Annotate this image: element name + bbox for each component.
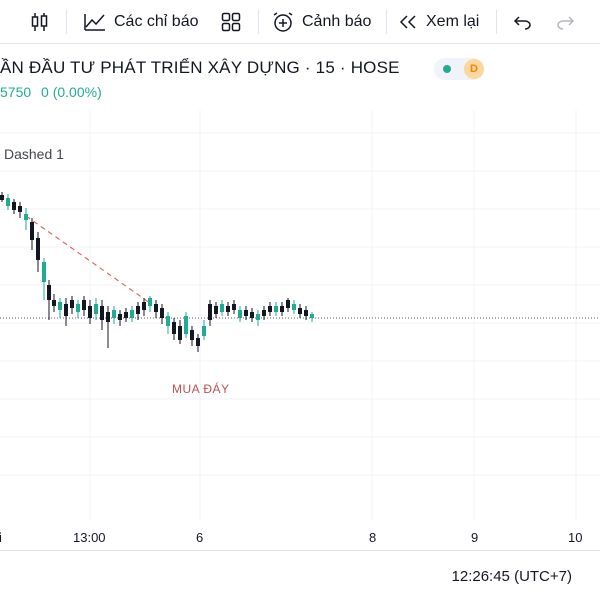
alerts-label: Cảnh báo [302, 13, 372, 30]
candle-body [47, 285, 51, 300]
rewind-icon [398, 14, 418, 30]
redo-icon [556, 14, 576, 30]
candle-body [208, 304, 212, 320]
candle-body [304, 310, 308, 316]
time-label: 6 [196, 530, 204, 545]
top-toolbar: Các chỉ báo Cảnh báo Xem lại [0, 0, 600, 44]
market-open-dot [443, 65, 451, 73]
bottom-bar: 12:26:45 (UTC+7) [0, 550, 600, 600]
candle-body [172, 322, 176, 334]
candle-body [106, 312, 110, 322]
candle-body [94, 304, 98, 314]
candle-body [36, 238, 40, 260]
time-label: 8 [369, 530, 377, 545]
candle-body [130, 310, 134, 318]
candle-body [70, 300, 74, 308]
candle-body [52, 300, 56, 306]
replay-label: Xem lại [426, 13, 480, 30]
market-status-badge[interactable]: D [434, 58, 484, 80]
candle-body [298, 308, 302, 314]
candle-body [262, 310, 266, 316]
data-badge: D [464, 59, 484, 79]
candle-body [148, 298, 152, 306]
candle-body [166, 316, 170, 326]
chart-type-button[interactable] [30, 0, 50, 44]
candle-body [274, 306, 278, 312]
candle-body [112, 310, 116, 318]
candle-body [0, 195, 4, 200]
candle-body [76, 304, 80, 312]
candle-body [12, 202, 16, 210]
candles-icon [30, 11, 50, 33]
candle-body [286, 300, 290, 308]
time-label: 10 [568, 530, 583, 545]
candle-body [100, 306, 104, 320]
candle-body [280, 306, 284, 312]
candle-body [154, 304, 158, 312]
candle-body [178, 326, 182, 340]
candle-body [184, 316, 188, 334]
candle-body [220, 304, 224, 312]
candle-body [64, 304, 68, 316]
undo-icon [512, 14, 532, 30]
indicators-label: Các chỉ báo [114, 13, 199, 30]
candle-body [24, 214, 28, 220]
undo-button[interactable] [512, 0, 532, 44]
time-label: 13:00 [73, 530, 106, 545]
time-label: i [0, 530, 2, 545]
candle-body [42, 262, 46, 282]
symbol-title[interactable]: ẦN ĐẦU TƯ PHÁT TRIỂN XÂY DỰNG · 15 · HOS… [0, 58, 400, 77]
candle-body [226, 306, 230, 312]
candle-body [160, 308, 164, 318]
grid-icon [221, 12, 241, 32]
alarm-clock-icon [272, 11, 294, 33]
candle-body [214, 306, 218, 314]
candle-body [244, 310, 248, 316]
candle-body [292, 304, 296, 310]
time-label: 9 [471, 530, 479, 545]
candle-body [232, 304, 236, 310]
candle-body [310, 314, 314, 318]
time-axis[interactable]: i 13:00 6 8 9 10 [0, 520, 600, 550]
candle-body [30, 222, 34, 240]
replay-button[interactable]: Xem lại [398, 0, 479, 44]
candle-body [18, 206, 22, 212]
candle-body [136, 306, 140, 314]
candle-body [118, 314, 122, 320]
candle-body [202, 326, 206, 336]
clock[interactable]: 12:26:45 (UTC+7) [451, 568, 572, 585]
price-row: 5750 0 (0.00%) [0, 84, 108, 100]
buy-bottom-annotation[interactable]: MUA ĐÁY [172, 382, 230, 396]
candle-body [88, 306, 92, 318]
dashed-drawing-label[interactable]: Dashed 1 [4, 146, 64, 162]
candle-body [58, 302, 62, 310]
price-chart[interactable] [0, 110, 600, 520]
candle-body [82, 300, 86, 310]
candle-body [196, 338, 200, 346]
candle-body [142, 302, 146, 310]
candle-body [238, 310, 242, 318]
redo-button[interactable] [556, 0, 576, 44]
candle-body [124, 312, 128, 318]
indicators-button[interactable]: Các chỉ báo [84, 0, 199, 44]
candle-body [6, 198, 10, 206]
candle-body [268, 306, 272, 312]
candle-body [256, 314, 260, 320]
templates-button[interactable] [221, 0, 241, 44]
candle-body [190, 330, 194, 340]
alerts-button[interactable]: Cảnh báo [272, 0, 371, 44]
price-change: 0 (0.00%) [41, 84, 102, 100]
indicators-icon [84, 12, 106, 32]
last-price: 5750 [0, 84, 32, 100]
candle-body [250, 312, 254, 318]
dashed-trend-line [25, 215, 151, 304]
